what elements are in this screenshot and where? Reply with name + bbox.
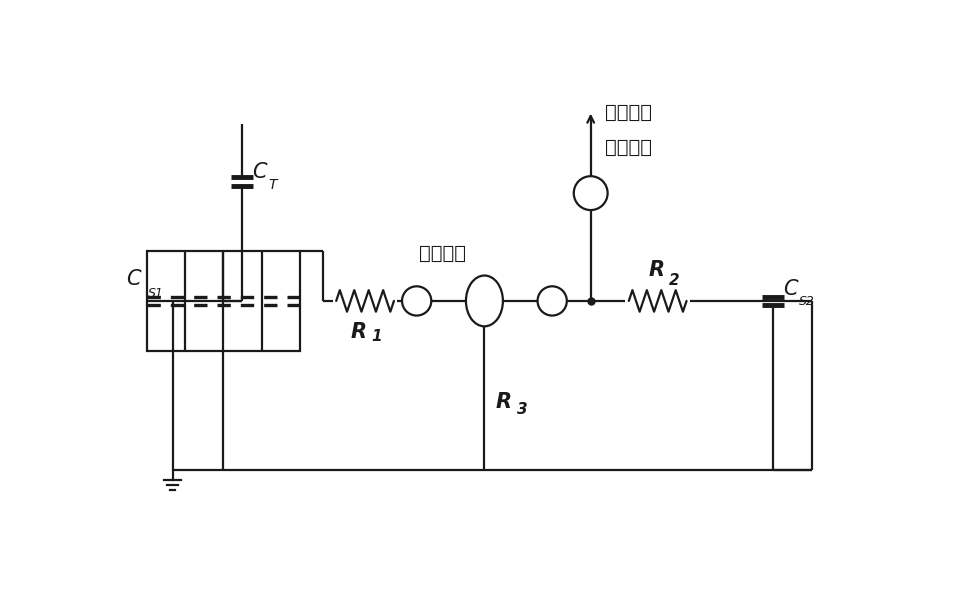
Text: T: T	[269, 178, 278, 191]
Text: 1: 1	[371, 329, 382, 344]
Text: C: C	[127, 269, 141, 290]
Text: 同轴电缆: 同轴电缆	[419, 244, 465, 262]
Text: C: C	[783, 279, 798, 299]
Text: S2: S2	[800, 295, 815, 308]
Bar	[147, 251, 300, 351]
Text: R: R	[496, 392, 512, 412]
Text: C: C	[252, 163, 266, 182]
Text: S1: S1	[148, 287, 163, 300]
Text: 2: 2	[669, 273, 679, 288]
Text: 3: 3	[517, 402, 528, 417]
Text: R: R	[648, 260, 664, 280]
Text: 分压信号: 分压信号	[604, 103, 652, 122]
Text: 输出接口: 输出接口	[604, 138, 652, 157]
Text: R: R	[351, 321, 367, 342]
